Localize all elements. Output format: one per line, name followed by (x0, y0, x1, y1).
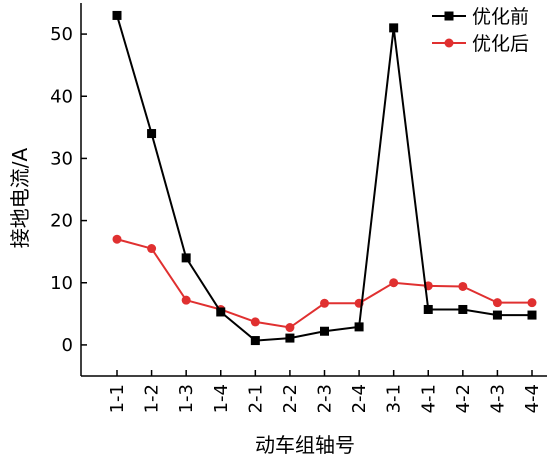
data-point (285, 333, 295, 343)
series-before (112, 10, 537, 346)
series-layer (112, 10, 537, 346)
x-tick-label: 2-3 (315, 384, 336, 413)
y-axis-label: 接地电流/A (8, 147, 32, 248)
data-point (147, 244, 157, 254)
data-point (527, 298, 537, 308)
y-tick-label: 40 (50, 86, 73, 107)
legend-label: 优化前 (472, 6, 529, 28)
axes (80, 3, 547, 377)
x-tick-label: 4-2 (453, 384, 474, 413)
x-tick-label: 4-4 (522, 384, 543, 413)
legend-label: 优化后 (472, 33, 529, 55)
x-tick-label: 4-1 (418, 384, 439, 413)
data-point (112, 10, 122, 20)
y-tick-label: 50 (50, 24, 73, 45)
legend-marker (444, 38, 454, 48)
data-point (492, 298, 502, 308)
x-tick-label: 3-1 (384, 384, 405, 413)
x-tick-label: 2-2 (280, 384, 301, 413)
data-point (250, 336, 260, 346)
data-point (320, 298, 329, 308)
data-point (527, 310, 537, 320)
series-after (112, 234, 537, 333)
x-tick-label: 1-1 (107, 384, 128, 413)
x-tick-label: 1-4 (211, 384, 232, 413)
data-point (423, 304, 433, 314)
data-point (181, 295, 191, 305)
data-point (112, 234, 122, 244)
x-tick-label: 2-1 (245, 384, 266, 413)
y-tick-label: 0 (62, 335, 73, 356)
legend-item: 优化后 (432, 33, 529, 55)
series-line (116, 15, 532, 342)
y-tick-label: 30 (50, 148, 73, 169)
data-point (250, 317, 260, 327)
x-tick-label: 2-4 (349, 384, 370, 413)
y-tick-label: 20 (50, 211, 73, 232)
data-point (354, 322, 364, 332)
data-point (389, 23, 399, 33)
series-line (116, 238, 532, 329)
data-point (458, 304, 468, 314)
legend-item: 优化前 (432, 6, 529, 28)
data-point (181, 253, 191, 263)
x-ticks: 1-1 1-2 1-3 1-4 2-1 2-2 2-3 2-4 3-1 4-1 4-2 4-3 4-4 (107, 370, 543, 413)
data-point (492, 310, 502, 320)
x-axis-label: 动车组轴号 (255, 433, 355, 457)
data-point (285, 323, 295, 333)
data-point (320, 326, 329, 336)
data-point (458, 281, 468, 291)
data-point (147, 129, 157, 139)
x-tick-label: 4-3 (487, 384, 508, 413)
data-point (216, 307, 226, 317)
y-tick-label: 10 (50, 273, 73, 294)
x-tick-label: 1-2 (142, 384, 163, 413)
y-ticks: 0 10 20 30 40 50 (50, 24, 87, 356)
data-point (389, 278, 399, 288)
legend-marker (444, 11, 454, 21)
x-tick-label: 1-3 (176, 384, 197, 413)
